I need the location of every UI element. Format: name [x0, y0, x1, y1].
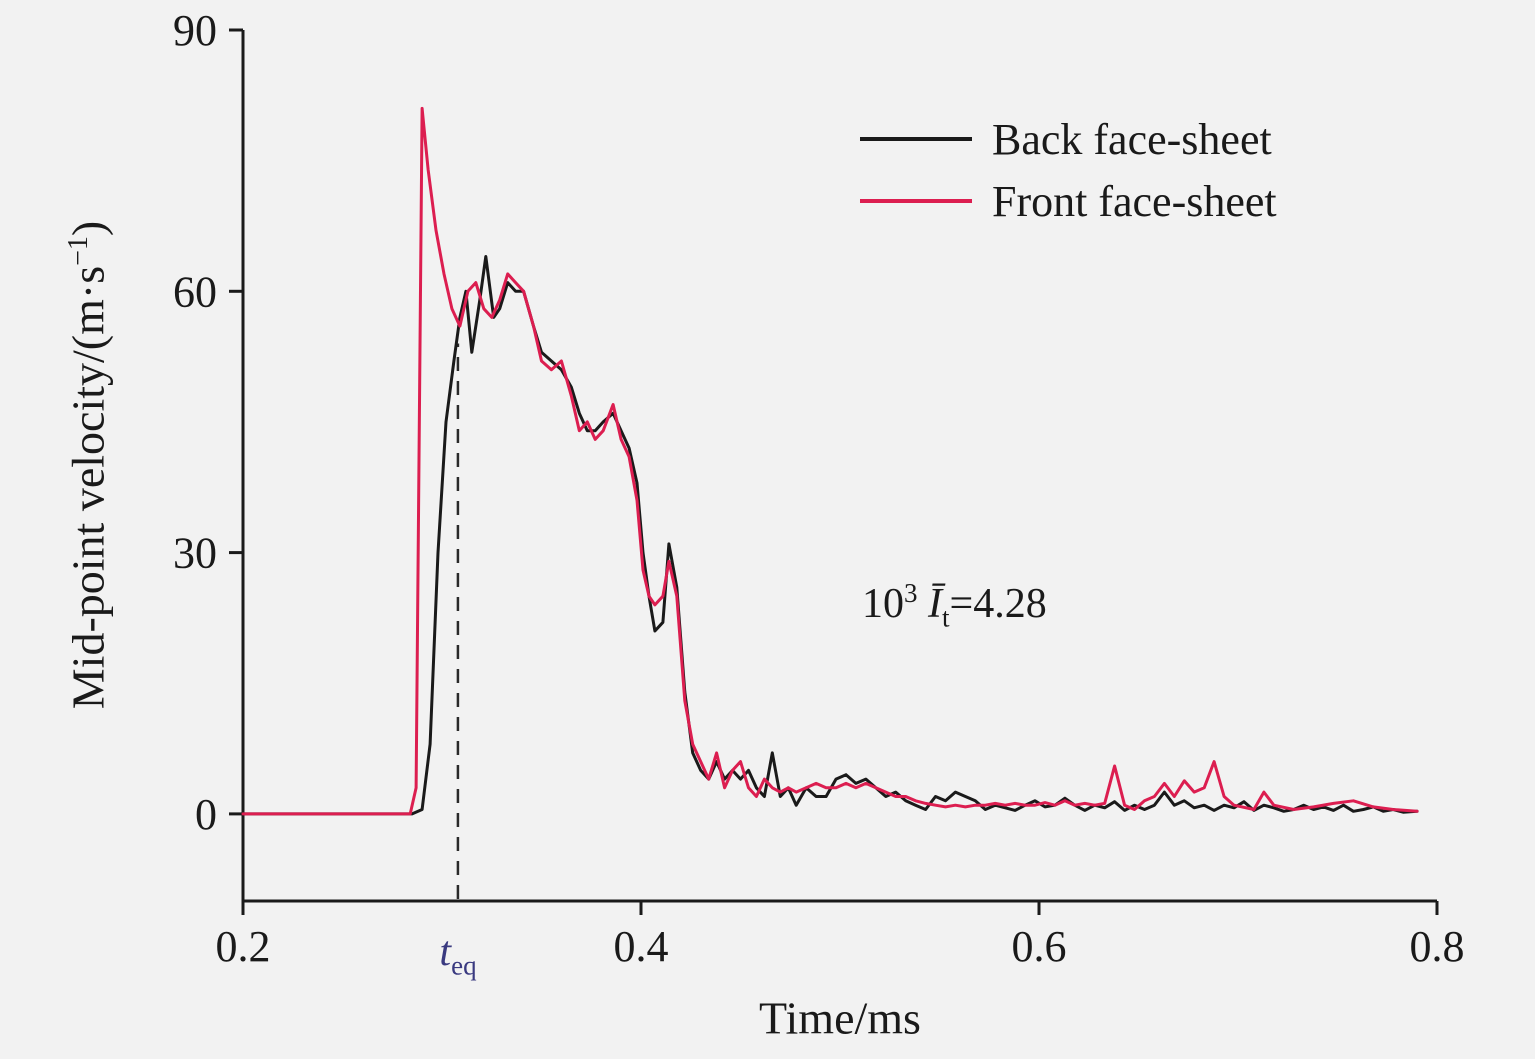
- y-axis-title-text: Mid-point velocity/(m·s: [62, 265, 114, 710]
- annotation-impulse-symbol: Ī: [928, 581, 942, 627]
- teq-label: teq: [439, 928, 476, 981]
- x-axis-title: Time/ms: [759, 992, 921, 1044]
- legend-item-front-face-sheet: Front face-sheet: [860, 170, 1277, 232]
- legend-item-back-face-sheet: Back face-sheet: [860, 108, 1277, 170]
- teq-subscript: eq: [451, 950, 477, 981]
- annotation-subscript: t: [942, 602, 950, 633]
- annotation-base: 10: [862, 581, 904, 627]
- y-tick-label: 0: [195, 790, 217, 839]
- y-axis-title-suffix: ): [62, 220, 114, 237]
- legend-label-back: Back face-sheet: [992, 114, 1272, 164]
- annotation-exponent: 3: [904, 578, 918, 608]
- series-front-face-sheet: [241, 106, 1419, 816]
- x-tick-label: 0.8: [1410, 922, 1465, 971]
- impulse-annotation: 103 Īt=4.28: [862, 578, 1047, 633]
- y-tick-label: 30: [173, 529, 217, 578]
- legend-label-front: Front face-sheet: [992, 176, 1277, 226]
- teq-symbol: t: [439, 929, 452, 975]
- y-tick-label: 90: [173, 6, 217, 55]
- annotation-value: =4.28: [949, 581, 1047, 627]
- legend-line-crimson-icon: [860, 199, 972, 203]
- x-tick-label: 0.2: [216, 922, 271, 971]
- legend-line-black-icon: [860, 137, 972, 141]
- y-axis-title-superscript: −1: [63, 236, 95, 266]
- x-tick-label: 0.6: [1012, 922, 1067, 971]
- legend: Back face-sheet Front face-sheet: [860, 108, 1277, 232]
- y-tick-label: 60: [173, 267, 217, 316]
- x-tick-label: 0.4: [614, 922, 669, 971]
- y-axis-title: Mid-point velocity/(m·s−1): [62, 221, 115, 709]
